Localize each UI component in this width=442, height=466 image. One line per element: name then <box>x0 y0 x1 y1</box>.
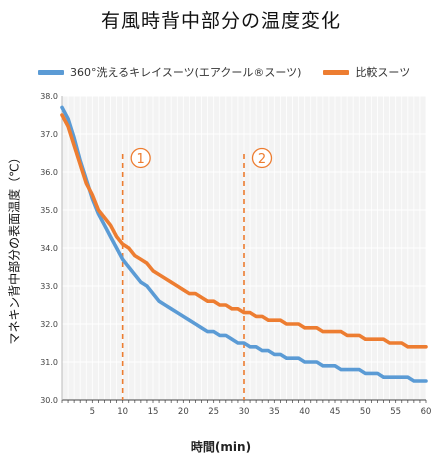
x-tick-label: 50 <box>360 407 371 417</box>
y-tick-label: 33.0 <box>40 282 58 291</box>
y-tick-label: 37.0 <box>40 130 58 139</box>
series-line-1 <box>60 105 428 383</box>
y-tick-label: 38.0 <box>40 92 58 101</box>
x-tick-label: 20 <box>178 407 189 417</box>
marker-circle-1 <box>130 147 151 169</box>
marker-label-2: 2 <box>258 152 266 167</box>
x-tick-label: 40 <box>299 407 310 417</box>
legend-item-series-2: 比較スーツ <box>323 64 410 80</box>
series-lines <box>60 105 428 383</box>
y-tick-label: 34.0 <box>40 244 58 253</box>
x-tick-label: 15 <box>148 407 159 417</box>
legend-label-series-2: 比較スーツ <box>355 66 411 79</box>
y-tick-label: 32.0 <box>40 320 58 329</box>
y-tick-label: 35.0 <box>40 206 58 215</box>
chart-legend: 360°洗えるキレイスーツ(エアクール®スーツ) 比較スーツ <box>38 64 432 80</box>
x-tick-label: 5 <box>90 407 95 417</box>
y-tick-label: 36.0 <box>40 168 58 177</box>
legend-swatch-series-1 <box>38 69 64 75</box>
legend-item-series-1: 360°洗えるキレイスーツ(エアクール®スーツ) <box>38 64 301 80</box>
chart-title: 有風時背中部分の温度変化 <box>100 10 341 32</box>
x-axis-label: 時間(min) <box>190 440 252 454</box>
marker-circle-2 <box>251 147 273 169</box>
series-line-2 <box>60 113 428 349</box>
y-tick-label: 30.0 <box>40 396 58 405</box>
x-tick-label: 25 <box>208 407 219 417</box>
legend-swatch-series-2 <box>323 69 350 75</box>
y-tick-label: 31.0 <box>40 358 58 367</box>
x-tick-label: 30 <box>239 407 250 417</box>
x-tick-label: 45 <box>330 407 341 417</box>
tick-labels: 30.0 31.0 32.0 33.0 34.0 35.0 36.0 37.0 38.0 5 10 1… <box>40 92 431 417</box>
x-tick-label: 10 <box>117 407 128 417</box>
x-tick-label: 55 <box>390 407 401 417</box>
x-tick-label: 35 <box>269 407 280 417</box>
marker-label-1: 1 <box>137 152 145 167</box>
x-tick-label: 60 <box>421 407 432 417</box>
legend-label-series-1: 360°洗えるキレイスーツ(エアクール®スーツ) <box>70 66 302 79</box>
